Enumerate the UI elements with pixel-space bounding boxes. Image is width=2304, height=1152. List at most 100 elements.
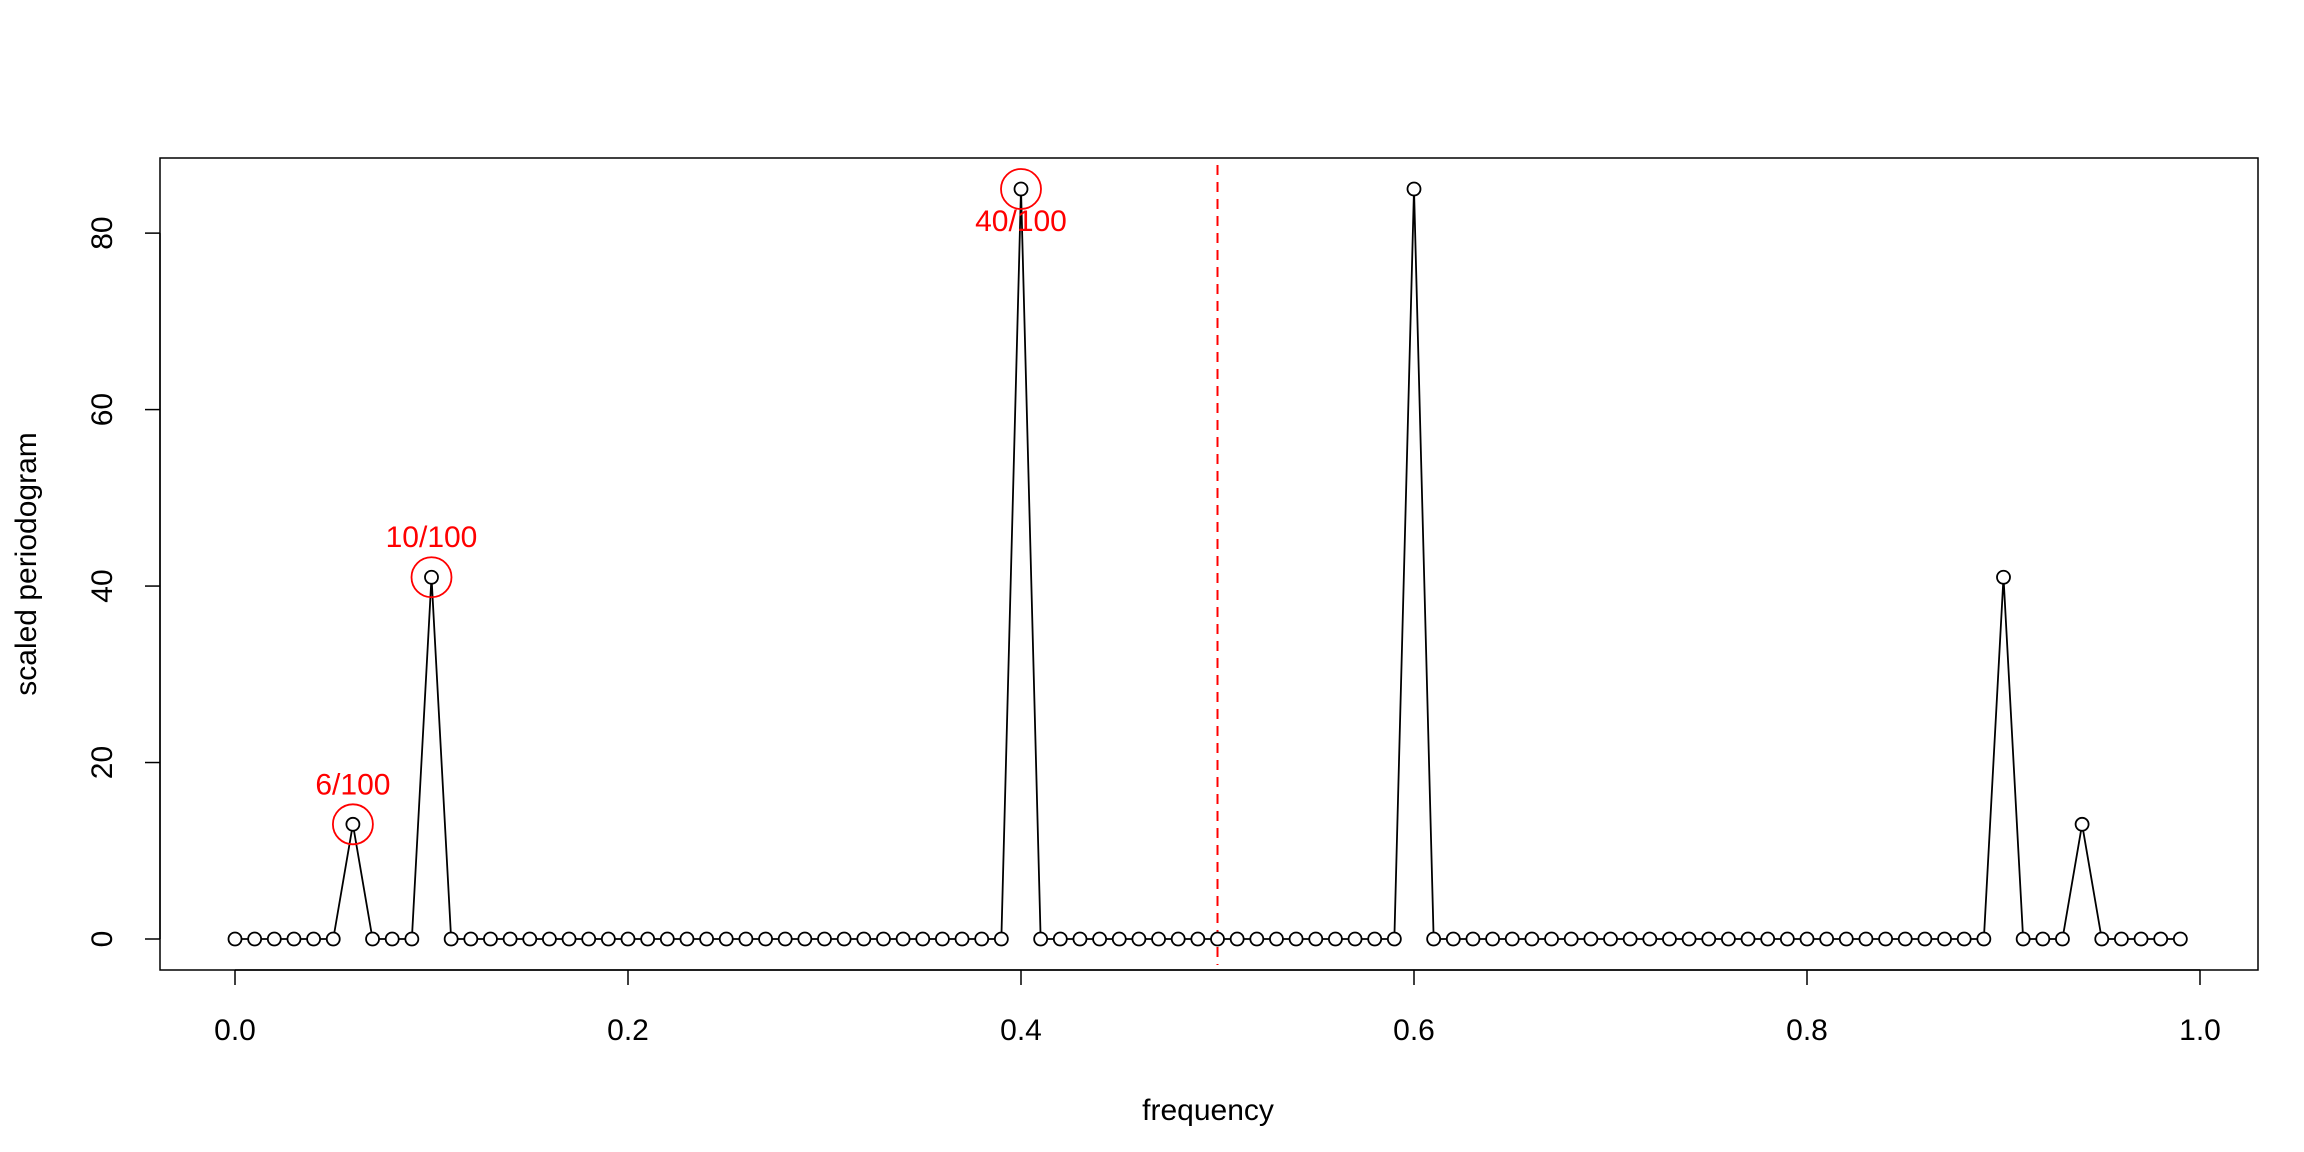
- data-point: [1878, 931, 1893, 947]
- data-point: [325, 931, 341, 947]
- data-point: [1269, 931, 1284, 947]
- data-point: [1170, 931, 1186, 947]
- data-point: [1445, 931, 1461, 947]
- peak-label: 6/100: [315, 768, 390, 801]
- x-axis-title: frequency: [1142, 1094, 1274, 1127]
- data-point: [1524, 931, 1540, 947]
- data-point: [424, 569, 439, 585]
- series-line: [235, 188, 2181, 940]
- data-point: [738, 931, 754, 947]
- data-point: [463, 931, 479, 947]
- data-point: [247, 931, 263, 947]
- data-point: [699, 931, 714, 947]
- data-point: [2035, 931, 2051, 947]
- data-point: [227, 931, 243, 947]
- data-point: [1347, 931, 1363, 947]
- data-point: [1917, 931, 1933, 947]
- data-point: [443, 931, 459, 947]
- x-tick-label: 0.4: [1000, 1014, 1042, 1047]
- data-point: [1740, 931, 1756, 947]
- data-point: [1858, 931, 1874, 947]
- data-point: [1111, 931, 1127, 947]
- data-point: [1662, 931, 1677, 947]
- peak-highlight-circle: [410, 556, 453, 599]
- data-point: [2074, 816, 2090, 832]
- data-point: [1622, 931, 1638, 947]
- data-point: [286, 931, 302, 947]
- data-point: [2172, 931, 2188, 947]
- plot-frame: [159, 157, 2259, 971]
- data-point: [1563, 931, 1579, 947]
- data-point: [1799, 931, 1815, 947]
- data-point: [483, 931, 498, 947]
- y-tick-label: 0: [86, 931, 119, 948]
- data-point: [1249, 931, 1265, 947]
- data-point: [600, 931, 616, 947]
- data-point: [1996, 569, 2011, 585]
- data-point: [1897, 931, 1913, 947]
- data-point: [797, 931, 813, 947]
- x-tick-label: 0.6: [1393, 1014, 1435, 1047]
- data-point: [2015, 931, 2031, 947]
- data-point: [1072, 931, 1088, 947]
- data-point: [1681, 931, 1697, 947]
- data-point: [1052, 931, 1068, 947]
- data-point: [758, 931, 773, 947]
- data-point: [581, 931, 597, 947]
- x-tick-label: 0.0: [214, 1014, 256, 1047]
- data-point: [1544, 931, 1559, 947]
- data-point: [542, 931, 557, 947]
- data-point: [2153, 931, 2169, 947]
- x-tick-label: 0.8: [1786, 1014, 1828, 1047]
- peak-annotations: 6/100 10/100 40/100: [315, 168, 1067, 846]
- data-point: [2055, 931, 2070, 947]
- data-point: [1583, 931, 1599, 947]
- data-point: [306, 931, 322, 947]
- data-point: [1288, 931, 1304, 947]
- x-axis: 0.0 0.2 0.4 0.6 0.8 1.0: [214, 969, 2221, 1047]
- data-point: [1779, 931, 1795, 947]
- data-point: [836, 931, 852, 947]
- x-tick-label: 0.2: [607, 1014, 649, 1047]
- data-point: [1092, 931, 1107, 947]
- data-point: [1229, 931, 1245, 947]
- data-point: [718, 931, 734, 947]
- data-point: [876, 931, 891, 947]
- data-point: [1406, 181, 1422, 197]
- data-point: [1721, 931, 1736, 947]
- data-point: [856, 931, 872, 947]
- data-point: [993, 931, 1009, 947]
- data-point: [1190, 931, 1206, 947]
- data-point: [1465, 931, 1481, 947]
- y-tick-label: 20: [86, 746, 119, 779]
- data-point: [620, 931, 636, 947]
- y-axis-title: scaled periodogram: [10, 432, 43, 695]
- peak-highlight-circle: [1000, 168, 1042, 210]
- data-point: [1956, 931, 1972, 947]
- data-point: [640, 931, 656, 947]
- y-tick-label: 40: [86, 569, 119, 602]
- data-point: [817, 931, 832, 947]
- data-point: [2133, 931, 2149, 947]
- data-point: [895, 931, 911, 947]
- y-tick-label: 60: [86, 393, 119, 426]
- data-point: [1603, 931, 1618, 947]
- data-point: [1151, 931, 1166, 947]
- y-axis: 0 20 40 60 80: [86, 216, 161, 948]
- data-point: [1937, 931, 1952, 947]
- data-point: [1386, 931, 1402, 947]
- data-point: [1033, 931, 1049, 947]
- data-point: [266, 931, 282, 947]
- data-point: [404, 931, 420, 947]
- data-point: [659, 931, 675, 947]
- data-point: [1760, 931, 1776, 947]
- data-point: [1308, 931, 1324, 947]
- y-tick-label: 80: [86, 216, 119, 249]
- data-point: [1819, 931, 1835, 947]
- data-point: [1976, 931, 1992, 947]
- data-point: [974, 931, 990, 947]
- data-point: [954, 931, 970, 947]
- data-point: [1131, 931, 1147, 947]
- data-point: [1013, 181, 1029, 197]
